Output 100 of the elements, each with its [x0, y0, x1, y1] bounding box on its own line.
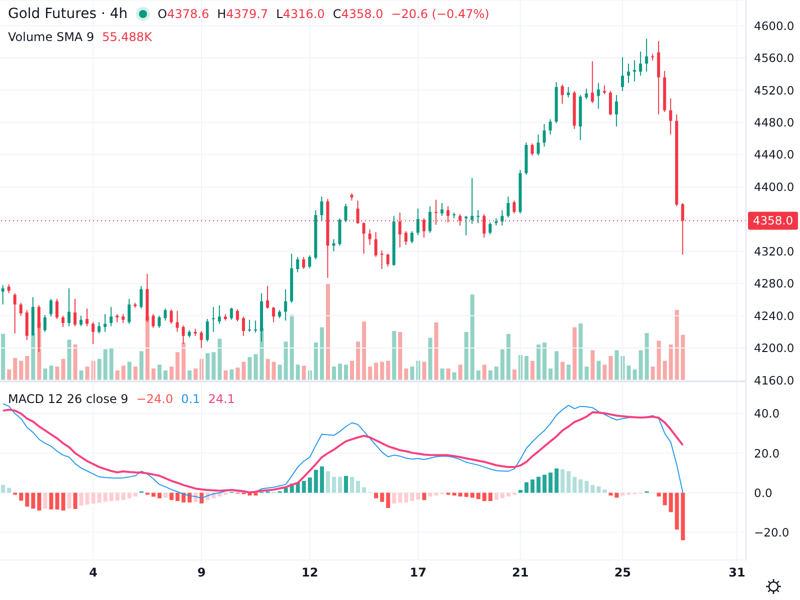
bar	[554, 468, 559, 493]
bar	[284, 342, 288, 380]
bar	[121, 366, 126, 380]
bar	[506, 492, 510, 497]
candlestick	[530, 142, 534, 156]
bar	[368, 366, 372, 380]
bar	[278, 364, 282, 380]
candlestick	[596, 82, 600, 110]
bar	[338, 364, 342, 380]
bar	[422, 492, 426, 500]
candlestick	[212, 306, 215, 332]
bar	[668, 344, 673, 380]
bar	[224, 370, 228, 380]
bar	[596, 360, 601, 380]
bar	[542, 474, 547, 493]
candlestick	[254, 320, 257, 334]
bar	[440, 368, 444, 380]
bar	[494, 492, 498, 500]
bar	[542, 342, 547, 380]
bar	[614, 350, 619, 380]
candlestick	[43, 314, 46, 332]
bar	[302, 480, 306, 493]
bar	[596, 486, 601, 493]
candlestick	[98, 322, 101, 334]
bar	[1, 334, 6, 380]
bar	[308, 478, 312, 493]
bar	[25, 356, 30, 380]
bar	[320, 327, 324, 380]
candlestick	[61, 315, 64, 328]
bar	[133, 366, 138, 380]
x-tick-label: 31	[728, 566, 746, 580]
bar	[422, 362, 426, 380]
candlestick	[68, 288, 70, 327]
bar	[398, 332, 402, 380]
bar	[115, 370, 120, 380]
bar	[602, 364, 607, 380]
bar	[314, 470, 318, 493]
bar	[404, 492, 408, 502]
bar	[7, 488, 12, 493]
y-tick-label: 4160.0	[754, 373, 794, 388]
bar	[176, 352, 180, 380]
bar	[482, 364, 486, 380]
candlestick	[302, 256, 306, 270]
candlestick	[242, 316, 245, 336]
bar	[590, 350, 595, 380]
candlestick	[548, 118, 552, 136]
candlestick	[55, 298, 58, 320]
bar	[43, 368, 48, 380]
text: Gold Futures · 4h	[8, 6, 128, 22]
bar	[554, 351, 559, 380]
annotation: 55.488K	[102, 30, 152, 44]
candlestick	[627, 63, 630, 84]
annotation: −24.0	[136, 392, 174, 406]
bar	[344, 364, 348, 380]
candlestick	[284, 288, 288, 322]
bar	[19, 360, 24, 380]
candlestick	[488, 222, 492, 235]
bar	[25, 492, 30, 507]
y-tick-label: 20.0	[754, 446, 780, 460]
bar	[73, 344, 78, 380]
annotation: O4378.6	[158, 7, 210, 21]
y-tick-label: 4560.0	[754, 51, 794, 66]
candlestick	[608, 90, 612, 116]
bar	[248, 356, 252, 380]
candlestick	[416, 208, 420, 236]
bar	[410, 492, 414, 502]
y-tick-label: 0.0	[754, 486, 772, 500]
bar	[67, 340, 72, 380]
bar	[170, 366, 174, 380]
bar	[109, 492, 114, 502]
y-tick-label: 4200.0	[754, 341, 794, 356]
bar	[103, 349, 108, 380]
bar	[121, 492, 126, 500]
bar	[338, 476, 342, 493]
bar	[644, 332, 649, 380]
bar	[536, 344, 541, 380]
bar	[7, 369, 12, 380]
bar	[680, 334, 685, 380]
bar	[350, 360, 354, 380]
bar	[488, 370, 492, 380]
candlestick	[164, 308, 167, 322]
candlestick	[296, 256, 300, 273]
ref-line-label: 4358.0	[752, 214, 794, 228]
candlestick	[633, 60, 636, 82]
bar	[314, 342, 318, 380]
bar	[500, 349, 504, 380]
candlestick	[404, 230, 408, 246]
bar	[680, 492, 685, 540]
bar	[386, 360, 390, 380]
bar	[428, 338, 432, 380]
candlestick	[500, 210, 504, 226]
candlestick	[536, 134, 540, 156]
candlestick	[380, 250, 384, 270]
bar	[434, 492, 438, 496]
bar	[662, 492, 667, 506]
bar	[97, 492, 102, 503]
bar	[476, 492, 480, 500]
candlestick	[542, 124, 546, 148]
bar	[560, 469, 565, 493]
bar	[170, 492, 174, 500]
